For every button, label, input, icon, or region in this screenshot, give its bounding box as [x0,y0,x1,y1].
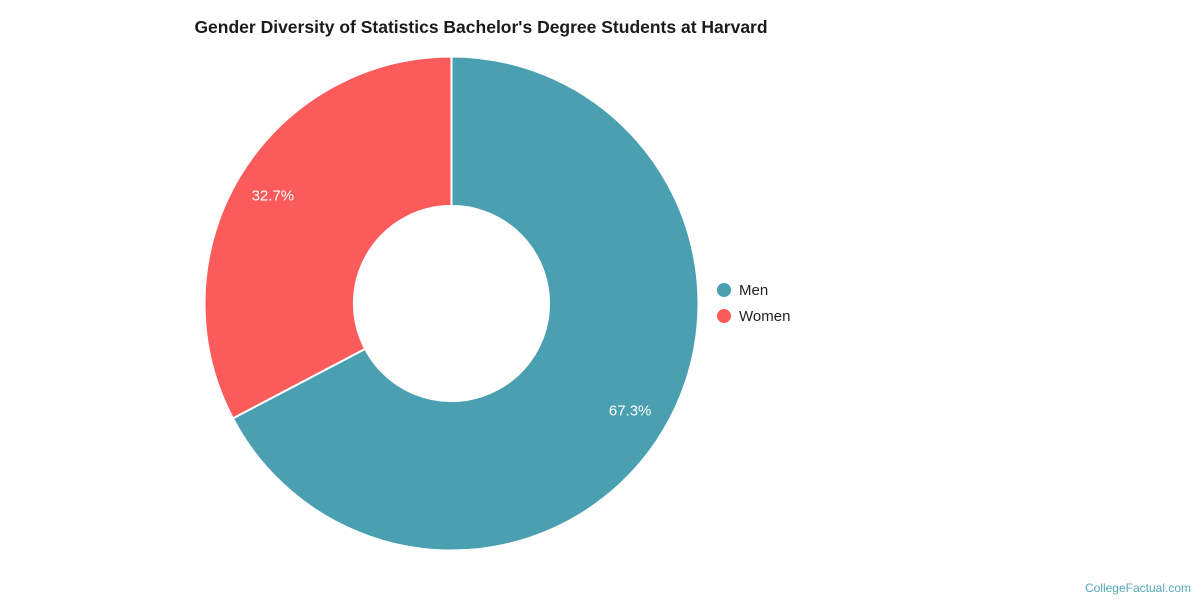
legend: Men Women [717,277,790,329]
chart-title: Gender Diversity of Statistics Bachelor'… [194,17,768,37]
pie-slice-men[interactable] [231,55,700,552]
legend-item-men[interactable]: Men [717,277,790,303]
legend-label: Men [739,281,769,299]
legend-marker-icon [717,283,731,297]
legend-marker-icon [717,309,731,323]
legend-item-women[interactable]: Women [717,303,790,329]
watermark-link[interactable]: CollegeFactual.com [1084,581,1191,595]
legend-label: Women [739,307,791,325]
pie-slice-women[interactable] [203,55,453,420]
